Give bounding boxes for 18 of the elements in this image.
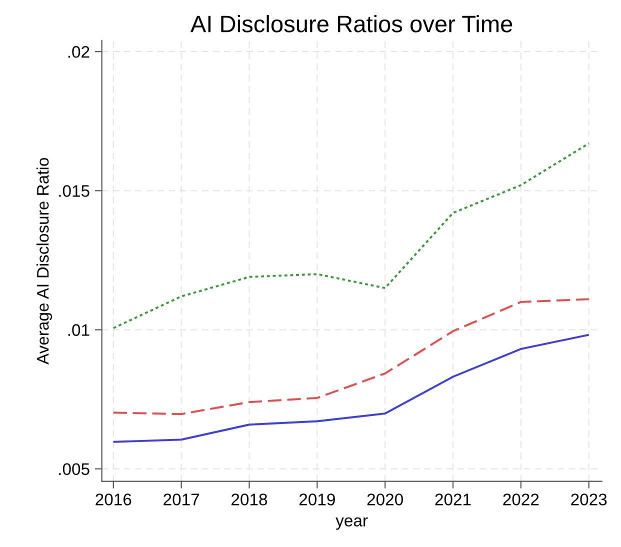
x-tick-label: 2023 bbox=[571, 494, 607, 506]
x-tick-label: 2019 bbox=[299, 494, 335, 506]
y-tick-label: .015 bbox=[59, 185, 90, 197]
x-tick-label: 2020 bbox=[367, 494, 403, 506]
x-tick-label: 2016 bbox=[96, 494, 132, 506]
chart-title: AI Disclosure Ratios over Time bbox=[190, 15, 512, 32]
y-tick-label: .01 bbox=[68, 324, 90, 336]
y-tick-label: .005 bbox=[59, 463, 90, 476]
y-tick-label: .02 bbox=[68, 46, 90, 58]
x-tick-label: 2017 bbox=[164, 494, 200, 506]
y-axis-title: Average AI Disclosure Ratio bbox=[36, 158, 52, 364]
line-series bbox=[112, 298, 590, 416]
line-series bbox=[112, 334, 590, 443]
x-tick-label: 2022 bbox=[503, 494, 539, 506]
x-axis-title: year bbox=[336, 517, 368, 530]
x-tick-label: 2018 bbox=[232, 494, 268, 506]
line-series bbox=[112, 142, 590, 330]
x-tick-label: 2021 bbox=[435, 494, 471, 506]
